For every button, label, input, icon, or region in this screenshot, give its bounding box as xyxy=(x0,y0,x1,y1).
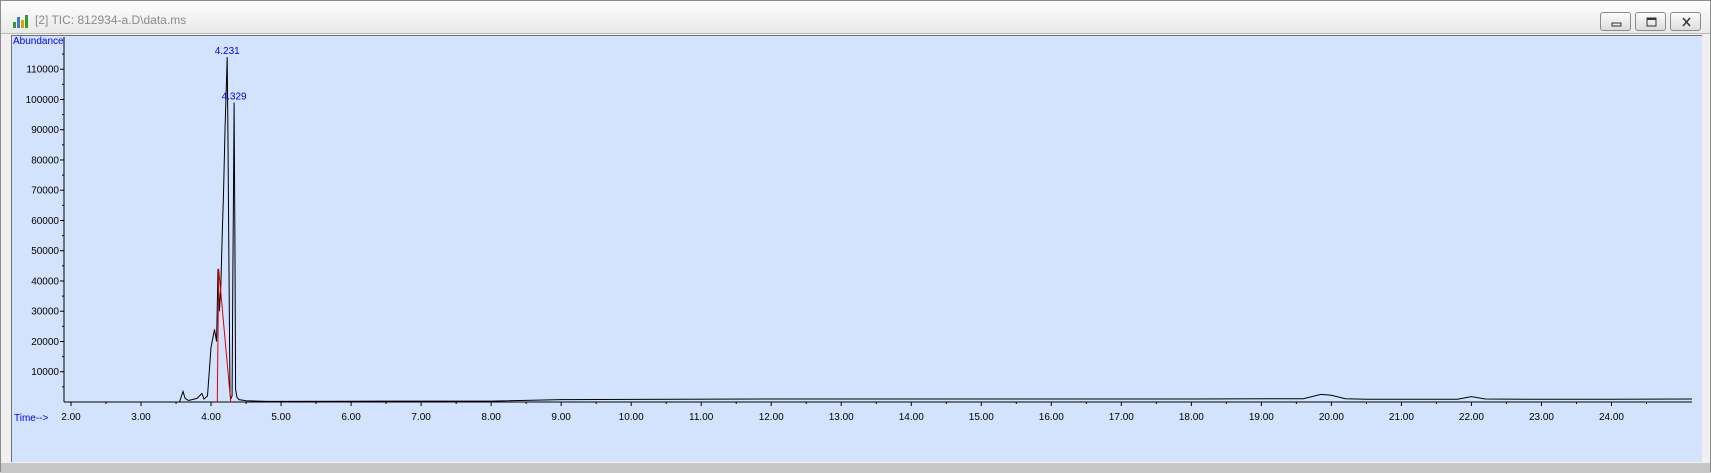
x-tick-label: 23.00 xyxy=(1529,412,1554,423)
x-tick-label: 7.00 xyxy=(411,412,431,423)
x-tick-label: 11.00 xyxy=(689,412,714,423)
y-axis-label: Abundance xyxy=(13,36,64,47)
window-title: [2] TIC: 812934-a.D\data.ms xyxy=(35,13,187,27)
restore-button[interactable] xyxy=(1635,12,1666,31)
y-tick-label: 20000 xyxy=(31,337,59,348)
peak-label: 4.329 xyxy=(222,91,247,102)
close-icon xyxy=(1682,17,1691,27)
x-tick-label: 16.00 xyxy=(1039,412,1064,423)
y-tick-label: 100000 xyxy=(26,95,60,106)
y-tick-label: 90000 xyxy=(31,125,59,136)
x-tick-label: 6.00 xyxy=(341,412,361,423)
x-tick-label: 8.00 xyxy=(481,412,501,423)
x-tick-label: 24.00 xyxy=(1599,412,1624,423)
x-tick-label: 3.00 xyxy=(131,412,151,423)
y-tick-label: 60000 xyxy=(31,216,59,227)
window-bottom-edge xyxy=(1,463,1710,473)
minimize-icon xyxy=(1611,22,1622,27)
title-bar[interactable]: [2] TIC: 812934-a.D\data.ms xyxy=(1,1,1710,34)
x-tick-label: 2.00 xyxy=(61,412,81,423)
x-tick-label: 18.00 xyxy=(1179,412,1204,423)
x-tick-label: 5.00 xyxy=(271,412,291,423)
x-tick-label: 10.00 xyxy=(619,412,644,423)
tic-chromatogram[interactable]: Abundance Time--> 10000 20000 30000 40000 5000… xyxy=(12,36,1702,462)
x-axis-label: Time--> xyxy=(14,413,49,424)
x-tick-label: 17.00 xyxy=(1109,412,1134,423)
x-tick-label: 14.00 xyxy=(899,412,924,423)
x-tick-label: 20.00 xyxy=(1319,412,1344,423)
chromatogram-app-icon xyxy=(13,15,28,28)
y-tick-label: 80000 xyxy=(31,155,59,166)
y-tick-label: 110000 xyxy=(26,65,59,76)
y-tick-label: 30000 xyxy=(31,307,59,318)
x-tick-label: 22.00 xyxy=(1459,412,1484,423)
y-tick-label: 50000 xyxy=(31,246,59,257)
plot-area[interactable]: Abundance Time--> 10000 20000 30000 40000 5000… xyxy=(11,35,1702,462)
y-tick-label: 10000 xyxy=(31,367,59,378)
x-tick-label: 12.00 xyxy=(759,412,784,423)
x-tick-label: 21.00 xyxy=(1389,412,1414,423)
restore-icon xyxy=(1646,17,1657,27)
peak-label: 4.231 xyxy=(215,46,240,57)
y-tick-label: 70000 xyxy=(31,186,59,197)
integration-baseline xyxy=(216,268,232,403)
x-tick-label: 15.00 xyxy=(969,412,994,423)
x-tick-label: 4.00 xyxy=(201,412,221,423)
x-tick-label: 13.00 xyxy=(829,412,854,423)
x-tick-label: 19.00 xyxy=(1249,412,1274,423)
tic-trace-line xyxy=(64,57,1693,403)
x-tick-label: 9.00 xyxy=(551,412,571,423)
minimize-button[interactable] xyxy=(1600,12,1631,31)
close-button[interactable] xyxy=(1670,12,1701,31)
y-tick-label: 40000 xyxy=(31,276,59,287)
